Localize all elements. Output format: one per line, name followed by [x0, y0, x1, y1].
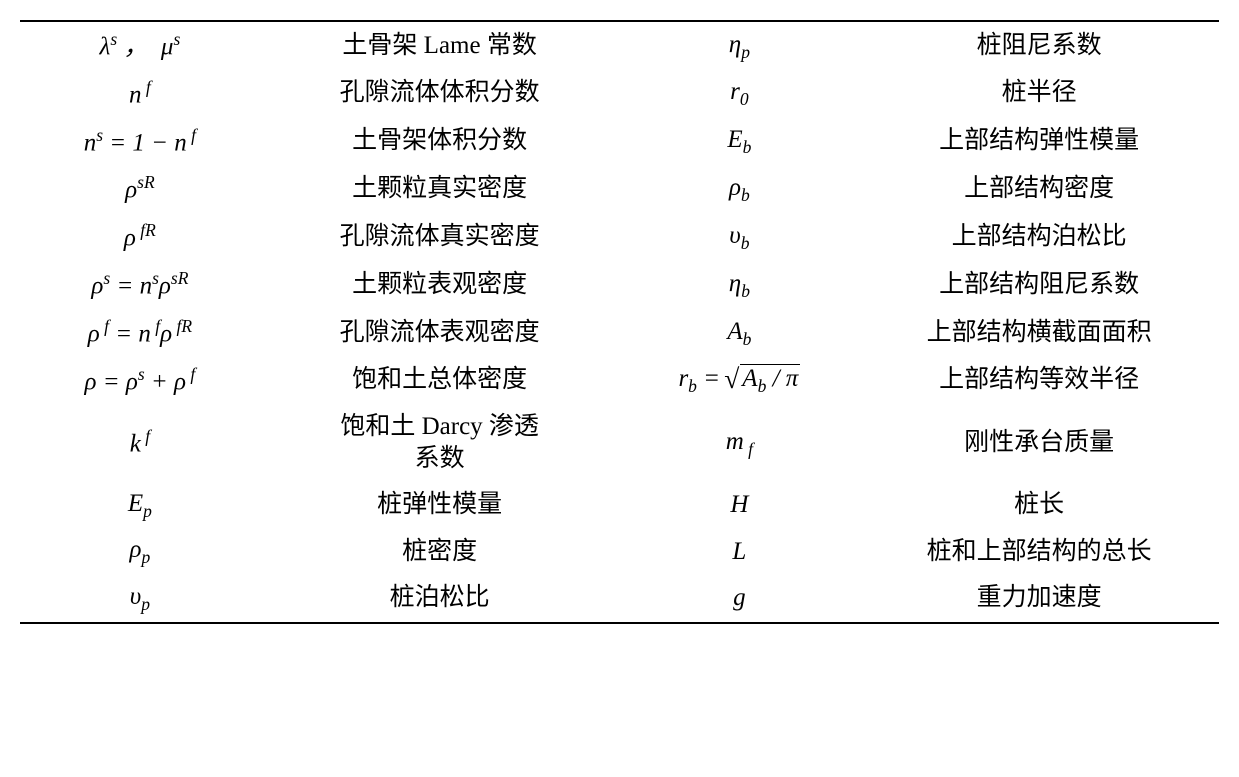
symbol-cell-left: n f	[20, 70, 260, 118]
description-cell-left: 土骨架体积分数	[260, 118, 620, 166]
description-cell-left: 饱和土 Darcy 渗透系数	[260, 405, 620, 482]
description-cell-left: 孔隙流体表观密度	[260, 309, 620, 357]
table-row: λs ， μs土骨架 Lame 常数ηp桩阻尼系数	[20, 21, 1219, 70]
symbol-cell-left: υp	[20, 575, 260, 623]
symbol-cell-left: ns = 1 − n f	[20, 118, 260, 166]
description-cell-right: 上部结构弹性模量	[859, 118, 1219, 166]
symbol-cell-left: ρs = nsρsR	[20, 261, 260, 309]
table-body: λs ， μs土骨架 Lame 常数ηp桩阻尼系数n f孔隙流体体积分数r0桩半…	[20, 21, 1219, 623]
description-cell-right: 上部结构横截面面积	[859, 309, 1219, 357]
table-row: k f饱和土 Darcy 渗透系数m f刚性承台质量	[20, 405, 1219, 482]
symbol-cell-left: ρ = ρs + ρ f	[20, 357, 260, 405]
table-row: ρsR土颗粒真实密度ρb上部结构密度	[20, 165, 1219, 213]
description-cell-left: 桩弹性模量	[260, 482, 620, 529]
symbol-cell-right: ρb	[619, 165, 859, 213]
symbol-cell-right: Ab	[619, 309, 859, 357]
symbol-cell-left: ρp	[20, 528, 260, 575]
description-cell-left: 桩泊松比	[260, 575, 620, 623]
symbol-cell-left: Ep	[20, 482, 260, 529]
description-cell-left: 孔隙流体真实密度	[260, 213, 620, 261]
table-row: υp桩泊松比g重力加速度	[20, 575, 1219, 623]
symbol-cell-left: λs ， μs	[20, 21, 260, 70]
description-cell-right: 上部结构密度	[859, 165, 1219, 213]
table-row: ns = 1 − n f土骨架体积分数Eb上部结构弹性模量	[20, 118, 1219, 166]
symbol-cell-right: g	[619, 575, 859, 623]
table-row: Ep桩弹性模量H桩长	[20, 482, 1219, 529]
table-row: ρ f = n fρ fR孔隙流体表观密度Ab上部结构横截面面积	[20, 309, 1219, 357]
description-cell-left: 饱和土总体密度	[260, 357, 620, 405]
description-cell-right: 重力加速度	[859, 575, 1219, 623]
symbol-cell-right: Eb	[619, 118, 859, 166]
table-row: ρs = nsρsR土颗粒表观密度ηb上部结构阻尼系数	[20, 261, 1219, 309]
symbol-cell-right: L	[619, 528, 859, 575]
description-cell-right: 上部结构泊松比	[859, 213, 1219, 261]
description-cell-right: 上部结构阻尼系数	[859, 261, 1219, 309]
symbol-cell-right: rb = Ab / π	[619, 357, 859, 405]
table-row: ρp桩密度L桩和上部结构的总长	[20, 528, 1219, 575]
symbol-cell-right: ηb	[619, 261, 859, 309]
description-cell-left: 土颗粒表观密度	[260, 261, 620, 309]
description-cell-left: 孔隙流体体积分数	[260, 70, 620, 118]
symbol-cell-right: υb	[619, 213, 859, 261]
description-cell-right: 桩半径	[859, 70, 1219, 118]
symbol-cell-right: ηp	[619, 21, 859, 70]
table-row: ρ fR孔隙流体真实密度υb上部结构泊松比	[20, 213, 1219, 261]
description-cell-left: 土骨架 Lame 常数	[260, 21, 620, 70]
symbol-cell-left: ρsR	[20, 165, 260, 213]
symbol-cell-right: r0	[619, 70, 859, 118]
symbol-cell-right: H	[619, 482, 859, 529]
description-cell-right: 桩阻尼系数	[859, 21, 1219, 70]
description-cell-right: 刚性承台质量	[859, 405, 1219, 482]
symbol-definition-table: λs ， μs土骨架 Lame 常数ηp桩阻尼系数n f孔隙流体体积分数r0桩半…	[20, 20, 1219, 624]
table-row: n f孔隙流体体积分数r0桩半径	[20, 70, 1219, 118]
symbol-cell-left: ρ f = n fρ fR	[20, 309, 260, 357]
description-cell-right: 桩和上部结构的总长	[859, 528, 1219, 575]
description-cell-right: 桩长	[859, 482, 1219, 529]
symbol-cell-right: m f	[619, 405, 859, 482]
symbol-cell-left: k f	[20, 405, 260, 482]
description-cell-right: 上部结构等效半径	[859, 357, 1219, 405]
description-cell-left: 桩密度	[260, 528, 620, 575]
table-row: ρ = ρs + ρ f饱和土总体密度rb = Ab / π上部结构等效半径	[20, 357, 1219, 405]
symbol-cell-left: ρ fR	[20, 213, 260, 261]
description-cell-left: 土颗粒真实密度	[260, 165, 620, 213]
